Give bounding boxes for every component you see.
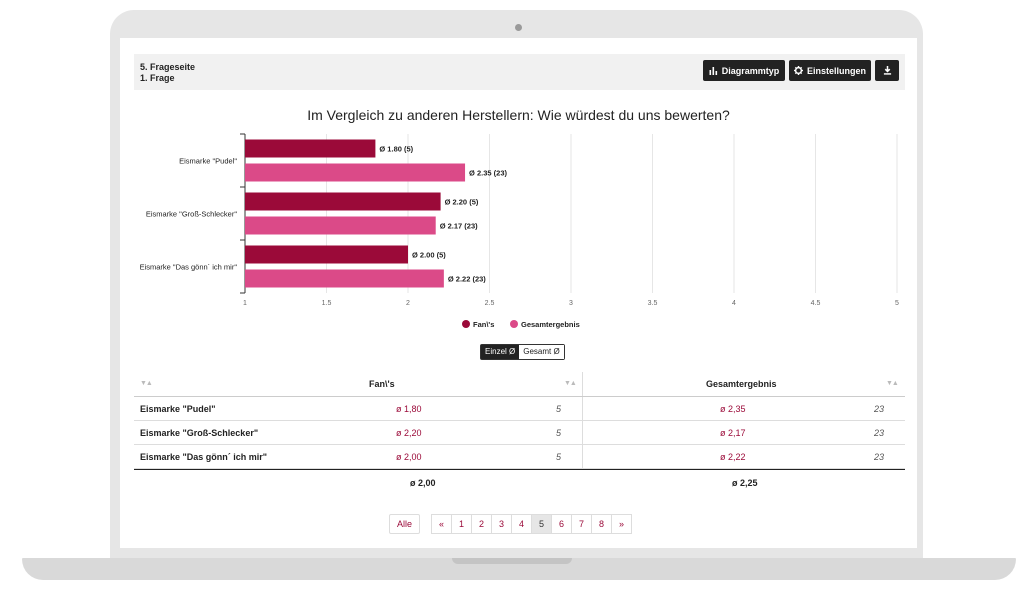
fans-count: 5 [556,404,562,414]
download-icon [883,66,892,75]
fans-average: ø 1,80 [396,404,422,414]
pagination: « 1 2 3 4 5 6 7 8 » [431,514,632,534]
sort-icon[interactable]: ▼▲ [564,380,577,387]
next-page-button[interactable]: » [611,514,632,534]
total-count: 23 [874,452,885,462]
page-question-label: 5. Frageseite 1. Frage [140,62,195,84]
fans-average: ø 2,20 [396,428,422,438]
fans-count: 5 [556,428,562,438]
question-header-bar: 5. Frageseite 1. Frage Diagrammtyp Einst… [134,54,905,90]
table-row: Eismarke "Pudel" ø 1,80 5 ø 2,35 23 [134,397,905,421]
column-divider [582,372,583,396]
bar [245,192,441,211]
legend-label: Fan\'s [473,320,494,329]
x-tick-label: 4.5 [811,300,821,307]
column-divider [582,421,583,444]
page-button[interactable]: 2 [471,514,492,534]
gear-icon [793,66,803,75]
bar [245,163,466,182]
chart-title: Im Vergleich zu anderen Herstellern: Wie… [307,107,730,123]
chart-type-label: Diagrammtyp [721,65,780,76]
bar [245,269,444,288]
bar [245,139,376,158]
data-label: Ø 1.80 (5) [379,145,413,154]
show-all-button[interactable]: Alle [389,514,421,534]
camera-dot [515,24,522,31]
page-button[interactable]: 1 [451,514,472,534]
column-divider [582,445,583,468]
legend-marker [510,320,518,328]
x-tick-label: 2.5 [485,300,495,307]
bar-chart: 1 1.5 2 2.5 3 3.5 4 4.5 5 Eismarke "Pudel" Ø 1.80 … [140,133,899,329]
settings-label: Einstellungen [806,65,866,76]
x-tick-label: 4 [732,300,736,307]
page-button[interactable]: 8 [591,514,612,534]
laptop-base [22,558,1016,580]
total-count: 23 [874,404,885,414]
data-label: Ø 2.17 (23) [440,222,478,231]
settings-button[interactable]: Einstellungen [789,60,871,81]
total-average: ø 2,35 [720,404,746,414]
page-label: 5. Frageseite [140,62,196,72]
data-label: Ø 2.20 (5) [445,198,479,207]
table-row: Eismarke "Das gönn´ ich mir" ø 2,00 5 ø … [134,445,905,469]
category-label: Eismarke "Das gönn´ ich mir" [140,263,238,272]
row-label: Eismarke "Das gönn´ ich mir" [140,452,268,462]
page-button[interactable]: 7 [571,514,592,534]
bar [245,245,408,264]
screen: 5. Frageseite 1. Frage Diagrammtyp Einst… [120,38,917,548]
x-tick-label: 3.5 [648,300,658,307]
category-label: Eismarke "Groß-Schlecker" [146,210,238,219]
chart-type-button[interactable]: Diagrammtyp [703,60,785,81]
results-table: ▼▲ Fan\'s ▼▲ Gesamtergebnis ▼▲ Eismarke … [134,372,905,494]
x-tick-label: 1.5 [322,300,332,307]
page-button[interactable]: 6 [551,514,572,534]
bar [245,216,436,235]
previous-page-button[interactable]: « [431,514,452,534]
sort-icon[interactable]: ▼▲ [140,380,153,387]
page-button[interactable]: 3 [491,514,512,534]
x-tick-label: 2 [406,300,410,307]
data-label: Ø 2.00 (5) [412,251,446,260]
legend-marker [462,320,470,328]
toggle-total-average[interactable]: Gesamt Ø [519,345,564,359]
column-header-fans: Fan\'s [369,379,395,389]
laptop-base-notch [452,558,572,564]
table-header: ▼▲ Fan\'s ▼▲ Gesamtergebnis ▼▲ [134,372,905,397]
table-row: Eismarke "Groß-Schlecker" ø 2,20 5 ø 2,1… [134,421,905,445]
row-label: Eismarke "Pudel" [140,404,216,414]
column-divider [582,397,583,420]
overall-total-average: ø 2,25 [732,478,758,488]
total-average: ø 2,22 [720,452,746,462]
show-all-pagination: Alle [389,514,421,534]
bar-chart-icon [709,66,718,75]
legend-label: Gesamtergebnis [521,320,580,329]
question-label: 1. Frage [140,73,175,83]
total-average: ø 2,17 [720,428,746,438]
sort-icon[interactable]: ▼▲ [886,380,899,387]
download-button[interactable] [875,60,899,81]
data-label: Ø 2.22 (23) [448,275,486,284]
table-footer: ø 2,00 ø 2,25 [134,469,905,494]
page-button[interactable]: 4 [511,514,532,534]
x-tick-label: 1 [243,300,247,307]
fans-average: ø 2,00 [396,452,422,462]
total-count: 23 [874,428,885,438]
data-label: Ø 2.35 (23) [469,169,507,178]
current-page-button[interactable]: 5 [531,514,552,534]
row-label: Eismarke "Groß-Schlecker" [140,428,259,438]
average-toggle[interactable]: Einzel Ø Gesamt Ø [480,344,565,360]
fans-total-average: ø 2,00 [410,478,436,488]
x-tick-label: 3 [569,300,573,307]
category-label: Eismarke "Pudel" [179,157,237,166]
x-tick-label: 5 [895,300,899,307]
column-header-total: Gesamtergebnis [706,379,777,389]
toggle-single-average[interactable]: Einzel Ø [481,345,520,359]
fans-count: 5 [556,452,562,462]
